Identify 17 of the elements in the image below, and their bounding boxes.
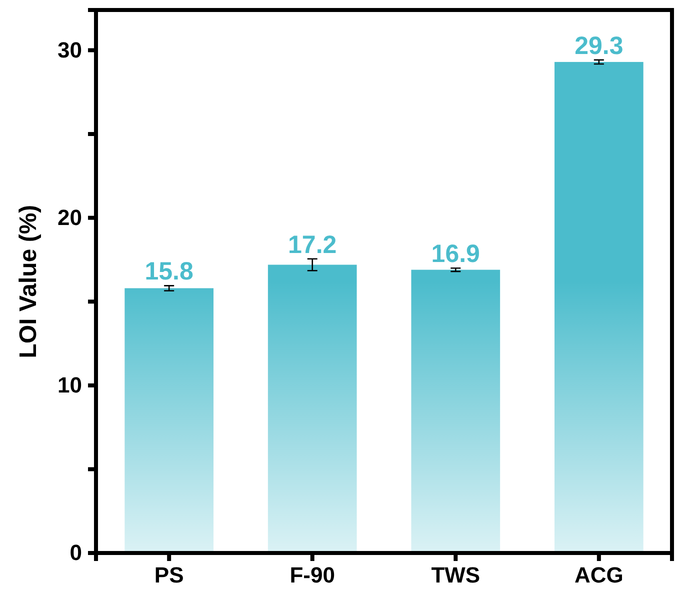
y-tick-label: 0	[70, 540, 82, 566]
data-label: 29.3	[574, 32, 624, 60]
x-tick-label: ACG	[574, 562, 624, 588]
y-tick-label: 20	[58, 204, 82, 230]
x-tick-label: TWS	[431, 562, 480, 588]
y-tick-label: 30	[58, 37, 82, 62]
bar	[268, 264, 357, 553]
data-label: 17.2	[288, 230, 337, 259]
x-tick-label: PS	[154, 562, 184, 588]
data-label: 16.9	[431, 240, 480, 268]
bar	[124, 288, 214, 553]
x-tick-label: F-90	[290, 562, 335, 588]
data-label: 15.8	[144, 258, 194, 286]
bar	[554, 62, 644, 553]
y-axis-title: LOI Value (%)	[15, 204, 42, 358]
y-tick-label: 10	[58, 372, 82, 398]
bar	[411, 270, 500, 553]
